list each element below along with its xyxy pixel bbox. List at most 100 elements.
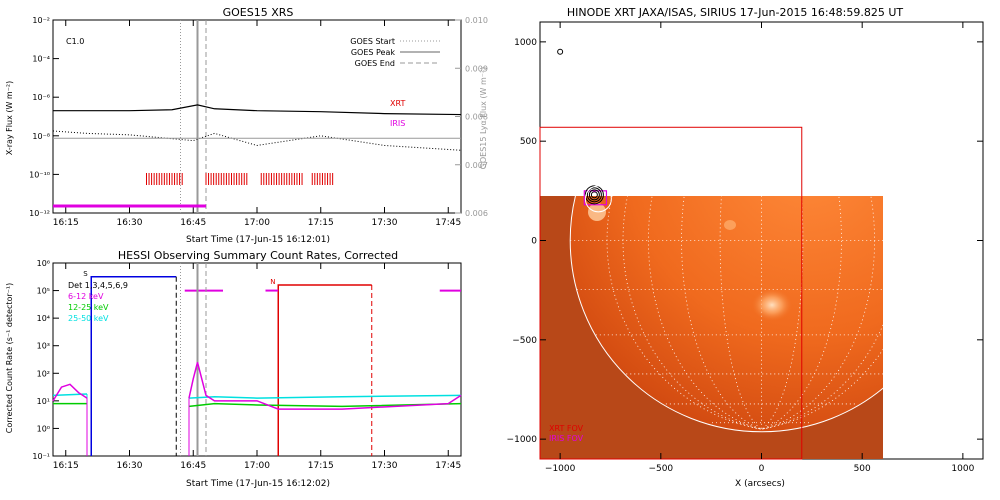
xrt-image bbox=[540, 196, 883, 459]
goes-y-tick-label: 10⁻⁶ bbox=[32, 93, 50, 102]
hessi-ylabel: Corrected Count Rate (s⁻¹ detector⁻¹) bbox=[5, 283, 14, 434]
xrt-y-tick-label: 500 bbox=[520, 137, 537, 147]
goes-ylabel-right: GOES15 Lyα Flux (W m⁻²) bbox=[479, 67, 488, 170]
goes-xrt-label: XRT bbox=[390, 99, 405, 108]
goes-x-tick-label: 16:30 bbox=[117, 218, 143, 228]
hessi-legend-entry: 12-25 keV bbox=[68, 303, 109, 312]
hessi-axis-ticks: 16:15 16:30 16:45 17:00 17:15 17:30 17:45 10⁶ 10… bbox=[32, 259, 461, 471]
hessi-y-tick-label: 10⁻¹ bbox=[32, 452, 50, 461]
goes-y2-tick-label: 0.010 bbox=[465, 16, 488, 25]
hessi-x-tick-label: 17:30 bbox=[372, 461, 398, 471]
heliographic-grid bbox=[570, 196, 883, 430]
hessi-contour bbox=[584, 185, 604, 205]
xrt-y-tick-label: 1000 bbox=[514, 38, 537, 48]
active-region-north bbox=[724, 220, 736, 230]
hessi-x-tick-label: 17:00 bbox=[244, 461, 270, 471]
small-marker-circle bbox=[557, 48, 564, 55]
goes-y2-tick-label: 0.008 bbox=[465, 113, 488, 122]
xrt-x-tick-label: −500 bbox=[648, 464, 673, 474]
legend-goes-start: GOES Start bbox=[350, 37, 395, 46]
goes-x-tick-label: 17:00 bbox=[244, 218, 270, 228]
goes-legend: GOES Start GOES Peak GOES End bbox=[350, 37, 440, 68]
hessi-marker-s: S bbox=[83, 270, 88, 278]
goes-xlabel: Start Time (17-Jun-15 16:12:01) bbox=[186, 235, 330, 245]
goes-y2-tick-label: 0.009 bbox=[465, 64, 488, 73]
hessi-title: HESSI Observing Summary Count Rates, Cor… bbox=[118, 249, 398, 262]
xrt-panel: HINODE XRT JAXA/ISAS, SIRIUS 17-Jun-2015… bbox=[507, 6, 984, 489]
hessi-y-tick-label: 10⁶ bbox=[37, 259, 50, 268]
xrt-fov-legend: XRT FOV bbox=[549, 424, 584, 433]
hessi-legend-entry: 25-50 keV bbox=[68, 314, 109, 323]
xrt-x-tick-label: 0 bbox=[759, 464, 765, 474]
hessi-det-label: Det 1,3,4,5,6,9 bbox=[68, 281, 128, 290]
goes-axis-ticks: 16:15 16:30 16:45 17:00 17:15 17:30 17:45 10⁻² 1… bbox=[29, 16, 488, 228]
goes-y2-tick-label: 0.006 bbox=[465, 209, 488, 218]
active-region-center bbox=[752, 289, 792, 321]
iris-fov-box bbox=[583, 190, 608, 206]
goes-series-group bbox=[52, 20, 462, 213]
goes-panel: GOES15 XRS X-ray Flux (W m⁻²) GOES15 Lyα… bbox=[5, 6, 488, 245]
flare-highlight-circle bbox=[584, 185, 612, 213]
hessi-x-tick-label: 17:45 bbox=[435, 461, 461, 471]
goes-x-tick-label: 17:30 bbox=[372, 218, 398, 228]
grid-longitude bbox=[606, 196, 762, 430]
hessi-legend: 6-12 keV 12-25 keV 25-50 keV bbox=[68, 292, 109, 323]
hessi-xlabel: Start Time (17-Jun-15 16:12:02) bbox=[186, 479, 330, 489]
goes-title: GOES15 XRS bbox=[223, 6, 294, 19]
goes-y-tick-label: 10⁻¹² bbox=[29, 209, 50, 218]
hessi-attenuator-red bbox=[277, 284, 372, 456]
hessi-x-tick-label: 17:15 bbox=[308, 461, 334, 471]
hessi-y-tick-label: 10⁰ bbox=[37, 424, 50, 433]
hessi-y-tick-label: 10¹ bbox=[37, 397, 50, 406]
goes-x-tick-label: 16:15 bbox=[53, 218, 79, 228]
hessi-contour bbox=[590, 191, 598, 199]
hessi-series-group: SN bbox=[52, 263, 462, 456]
goes-y-tick-label: 10⁻⁴ bbox=[32, 55, 50, 64]
goes-y2-tick-label: 0.007 bbox=[465, 161, 488, 170]
goes-long-series bbox=[53, 104, 462, 116]
hessi-panel: HESSI Observing Summary Count Rates, Cor… bbox=[5, 249, 462, 489]
goes-lya-series bbox=[52, 130, 462, 151]
iris-fov-legend: IRIS FOV bbox=[549, 434, 584, 443]
hessi-x-tick-label: 16:30 bbox=[117, 461, 143, 471]
hessi-contour bbox=[588, 189, 600, 201]
hessi-plot-frame bbox=[52, 262, 462, 457]
xrt-axis-ticks: −1000 −500 0 500 1000 1000 500 0 −500 −1000 bbox=[507, 22, 983, 474]
hessi-series-6-12-kev bbox=[52, 383, 88, 402]
legend-goes-peak: GOES Peak bbox=[351, 48, 396, 57]
xrt-y-tick-label: −1000 bbox=[507, 435, 538, 445]
goes-class-label: C1.0 bbox=[66, 37, 84, 46]
xrt-x-tick-label: 500 bbox=[854, 464, 871, 474]
hessi-attenuator-blue bbox=[90, 276, 177, 456]
goes-x-tick-label: 16:45 bbox=[180, 218, 206, 228]
goes-y-tick-label: 10⁻² bbox=[32, 16, 50, 25]
xrt-y-tick-label: −500 bbox=[512, 336, 537, 346]
xrt-title: HINODE XRT JAXA/ISAS, SIRIUS 17-Jun-2015… bbox=[567, 6, 904, 19]
goes-plot-frame bbox=[52, 19, 462, 214]
hessi-legend-entry: 6-12 keV bbox=[68, 292, 104, 301]
hessi-contour bbox=[586, 187, 602, 203]
hessi-x-tick-label: 16:15 bbox=[53, 461, 79, 471]
hessi-y-tick-label: 10³ bbox=[37, 342, 50, 351]
goes-y-tick-label: 10⁻¹⁰ bbox=[29, 170, 50, 179]
xrt-xlabel: X (arcsecs) bbox=[735, 479, 785, 489]
goes-iris-label: IRIS bbox=[390, 119, 405, 128]
goes-ylabel: X-ray Flux (W m⁻²) bbox=[5, 81, 14, 156]
xrt-fov-box bbox=[539, 126, 803, 460]
goes-y-tick-label: 10⁻⁸ bbox=[32, 132, 50, 141]
goes-x-tick-label: 17:45 bbox=[435, 218, 461, 228]
hessi-series-12-25-kev bbox=[188, 402, 462, 408]
hessi-y-tick-label: 10⁵ bbox=[37, 287, 50, 296]
xrt-y-tick-label: 0 bbox=[531, 237, 537, 247]
hessi-marker-n: N bbox=[270, 278, 275, 286]
hessi-y-tick-label: 10⁴ bbox=[37, 314, 50, 323]
hessi-series-25-50-kev bbox=[188, 394, 462, 399]
xrt-x-tick-label: 1000 bbox=[951, 464, 974, 474]
xrt-x-tick-label: −1000 bbox=[545, 464, 576, 474]
goes-x-tick-label: 17:15 bbox=[308, 218, 334, 228]
hessi-x-tick-label: 16:45 bbox=[180, 461, 206, 471]
xrt-overlays bbox=[539, 48, 803, 460]
hessi-series-6-12-kev bbox=[188, 362, 462, 410]
legend-goes-end: GOES End bbox=[355, 59, 395, 68]
